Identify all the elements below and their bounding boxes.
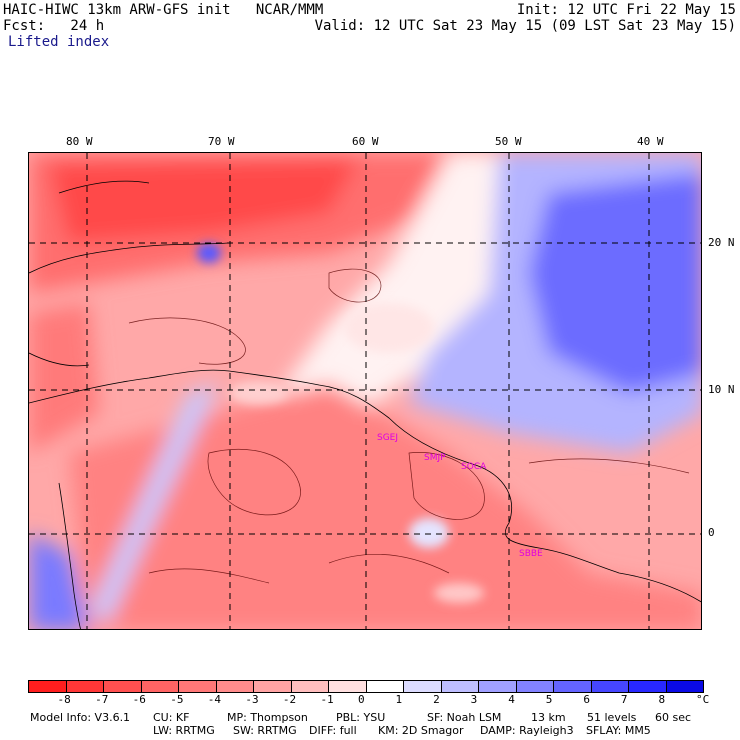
model-info-levels: 51 levels: [587, 711, 637, 724]
model-info-diff: DIFF: full: [309, 724, 357, 737]
colorbar-tick-label: -5: [170, 693, 184, 706]
colorbar-swatch: [104, 681, 142, 692]
strongly-unstable-core: [49, 158, 359, 243]
colorbar-swatch: [629, 681, 667, 692]
colorbar-tick-label: 7: [620, 693, 628, 706]
model-info-cu: CU: KF: [153, 711, 190, 724]
model-title: HAIC-HIWC 13km ARW-GFS init NCAR/MMM: [3, 2, 324, 18]
station-label: SMJP: [424, 453, 446, 463]
colorbar-swatch: [141, 681, 179, 692]
colorbar-tick-label: 2: [433, 693, 440, 706]
colorbar-tick-label: 6: [583, 693, 590, 706]
colorbar-swatch: [179, 681, 217, 692]
colorbar-tick-label: -4: [207, 693, 222, 706]
colorbar-swatch: [441, 681, 479, 692]
lifted-index-map: SGEJ SMJP SOCA SBBE: [28, 152, 702, 630]
colorbar-swatch: [366, 681, 404, 692]
station-label: SGEJ: [377, 433, 399, 443]
field-name: Lifted index: [8, 34, 110, 50]
colorbar-swatch: [666, 681, 703, 692]
colorbar-tick-label: -6: [132, 693, 146, 706]
map-canvas: [29, 153, 701, 629]
colorbar-tick-label: 1: [395, 693, 403, 706]
contour-lines: [128, 268, 690, 584]
graticule: [29, 153, 701, 629]
colorbar-tick-label: -7: [95, 693, 109, 706]
colorbar-tick-label: 8: [658, 693, 666, 706]
colorbar-swatch: [404, 681, 442, 692]
stable-corner-pacific: [29, 533, 89, 629]
valid-time: Valid: 12 UTC Sat 23 May 15 (09 LST Sat …: [314, 18, 736, 34]
model-info-pbl: PBL: YSU: [336, 711, 386, 724]
model-info-version: Model Info: V3.6.1: [30, 711, 131, 724]
unstable-strip-pacific: [29, 303, 99, 453]
colorbar-tick-label: -3: [245, 693, 259, 706]
colorbar-swatch: [29, 681, 67, 692]
lat-label-10n: 10 N: [708, 383, 735, 396]
model-info-lw: LW: RRTMG: [153, 724, 215, 737]
model-info-damp: DAMP: Rayleigh3: [480, 724, 574, 737]
colorbar-swatch: [516, 681, 554, 692]
station-label: SBBE: [519, 549, 543, 559]
model-info-timestep: 60 sec: [655, 711, 692, 724]
forecast-hour: Fcst: 24 h: [3, 18, 105, 34]
colorbar-tick-label: -1: [320, 693, 334, 706]
model-info-km: KM: 2D Smagor: [378, 724, 464, 737]
model-info-sflay: SFLAY: MM5: [586, 724, 651, 737]
colorbar-tick-label: 3: [470, 693, 478, 706]
lon-label-40w: 40 W: [637, 135, 664, 148]
unstable-region-south-america: [69, 383, 701, 629]
colorbar-tick-label: 4: [508, 693, 515, 706]
colorbar: [28, 680, 704, 693]
colorbar-swatch: [591, 681, 629, 692]
colorbar-swatch: [554, 681, 592, 692]
lon-label-80w: 80 W: [66, 135, 93, 148]
colorbar-swatch: [291, 681, 329, 692]
lon-label-60w: 60 W: [352, 135, 379, 148]
colorbar-tick-label: 0: [358, 693, 365, 706]
colorbar-swatch: [479, 681, 517, 692]
model-info-resolution: 13 km: [531, 711, 566, 724]
colorbar-tick-label: -8: [57, 693, 71, 706]
colorbar-swatch: [329, 681, 367, 692]
lat-label-20n: 20 N: [708, 236, 735, 249]
colorbar-unit: °C: [696, 693, 710, 706]
stable-streak-andes: [89, 383, 219, 623]
colorbar-swatch: [254, 681, 292, 692]
model-info-sw: SW: RRTMG: [233, 724, 297, 737]
model-info-sf: SF: Noah LSM: [427, 711, 502, 724]
lon-label-70w: 70 W: [208, 135, 235, 148]
colorbar-tick-label: 5: [545, 693, 553, 706]
colorbar-swatch: [216, 681, 254, 692]
strongly-stable-core: [529, 173, 701, 393]
colorbar-tick-label: -2: [282, 693, 297, 706]
colorbar-swatch: [66, 681, 104, 692]
station-label: SOCA: [461, 462, 487, 472]
lon-label-50w: 50 W: [495, 135, 522, 148]
lat-label-0: 0: [708, 526, 715, 539]
model-info-mp: MP: Thompson: [227, 711, 308, 724]
coastlines: [29, 180, 701, 629]
init-time: Init: 12 UTC Fri 22 May 15: [516, 2, 736, 18]
